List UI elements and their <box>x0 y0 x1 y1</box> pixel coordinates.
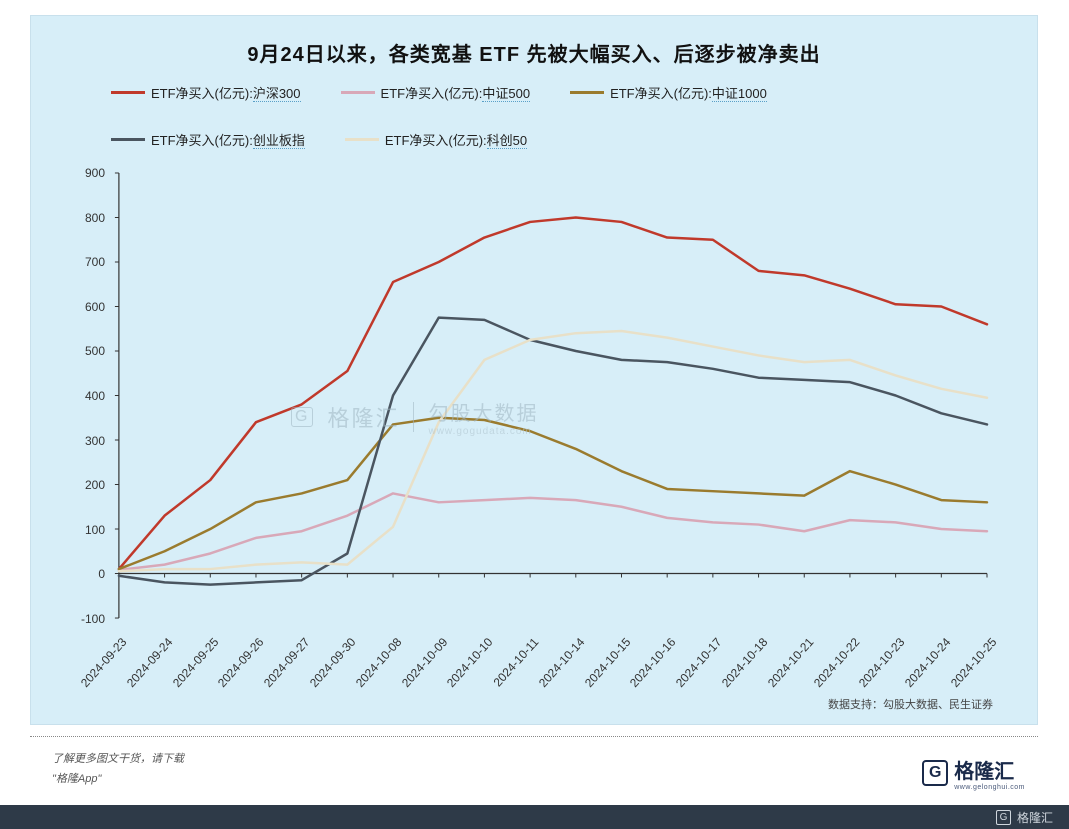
x-tick-label: 2024-10-08 <box>353 635 404 690</box>
footer-logo-url: www.gelonghui.com <box>954 784 1025 791</box>
legend: ETF净买入(亿元):沪深300 ETF净买入(亿元):中证500 ETF净买入(亿… <box>31 77 1037 159</box>
x-tick-label: 2024-10-10 <box>444 635 495 690</box>
x-tick-label: 2024-10-11 <box>491 635 542 689</box>
footer-note-line2: "格隆App" <box>52 770 184 790</box>
x-tick-label: 2024-10-09 <box>398 635 449 690</box>
x-axis-labels: 2024-09-232024-09-242024-09-252024-09-26… <box>71 629 997 749</box>
x-tick-label: 2024-09-27 <box>261 635 312 690</box>
y-tick-label: 200 <box>85 478 105 492</box>
x-tick-label: 2024-10-15 <box>582 635 633 690</box>
legend-item: ETF净买入(亿元):沪深300 <box>111 83 301 102</box>
legend-swatch <box>345 138 379 141</box>
line-chart-svg <box>71 167 997 628</box>
legend-label: ETF净买入(亿元):中证1000 <box>610 83 767 102</box>
legend-item: ETF净买入(亿元):创业板指 <box>111 130 305 149</box>
bottom-brand-bar: G 格隆汇 <box>0 805 1069 829</box>
x-tick-label: 2024-10-24 <box>902 635 953 690</box>
legend-label: ETF净买入(亿元):沪深300 <box>151 83 301 102</box>
legend-item: ETF净买入(亿元):科创50 <box>345 130 527 149</box>
y-tick-label: 700 <box>85 255 105 269</box>
footer-note-line1: 了解更多图文干货，请下载 <box>52 750 184 770</box>
x-tick-label: 2024-10-25 <box>948 635 999 690</box>
y-tick-label: 300 <box>85 434 105 448</box>
x-tick-label: 2024-10-18 <box>719 635 770 690</box>
data-source: 数据支持：勾股大数据、民生证券 <box>828 696 993 712</box>
x-tick-label: 2024-10-16 <box>627 635 678 690</box>
y-tick-label: -100 <box>81 612 105 626</box>
legend-swatch <box>111 138 145 141</box>
x-tick-label: 2024-10-22 <box>811 635 862 690</box>
y-tick-label: 100 <box>85 523 105 537</box>
x-tick-label: 2024-10-14 <box>536 635 587 690</box>
legend-swatch <box>341 91 375 94</box>
legend-item: ETF净买入(亿元):中证500 <box>341 83 531 102</box>
y-tick-label: 600 <box>85 300 105 314</box>
x-tick-label: 2024-09-30 <box>307 635 358 690</box>
footer-logo: G 格隆汇 www.gelonghui.com <box>922 755 1025 791</box>
y-tick-label: 500 <box>85 344 105 358</box>
plot-area: -1000100200300400500600700800900 2024-09… <box>71 167 997 629</box>
x-tick-label: 2024-10-17 <box>673 635 724 690</box>
logo-glyph: G <box>922 760 948 786</box>
y-tick-label: 0 <box>98 567 105 581</box>
legend-swatch <box>111 91 145 94</box>
legend-item: ETF净买入(亿元):中证1000 <box>570 83 767 102</box>
x-tick-label: 2024-09-25 <box>169 635 220 690</box>
y-tick-label: 400 <box>85 389 105 403</box>
y-tick-label: 800 <box>85 211 105 225</box>
bottom-logo-glyph: G <box>996 810 1011 825</box>
x-tick-label: 2024-10-21 <box>765 635 816 690</box>
y-axis-labels: -100 0 100 200 300 400 500 600 700 800 900 <box>67 167 111 629</box>
chart-title: 9月24日以来，各类宽基 ETF 先被大幅买入、后逐步被净卖出 <box>31 16 1037 77</box>
x-tick-label: 2024-09-26 <box>215 635 266 690</box>
footer-note: 了解更多图文干货，请下载 "格隆App" <box>52 750 184 790</box>
legend-label: ETF净买入(亿元):创业板指 <box>151 130 305 149</box>
legend-swatch <box>570 91 604 94</box>
footer-logo-text: 格隆汇 <box>954 761 1014 783</box>
legend-label: ETF净买入(亿元):科创50 <box>385 130 527 149</box>
x-tick-label: 2024-09-23 <box>78 635 129 690</box>
y-tick-label: 900 <box>85 166 105 180</box>
x-tick-label: 2024-09-24 <box>124 635 175 690</box>
legend-label: ETF净买入(亿元):中证500 <box>381 83 531 102</box>
bottom-brand-text: 格隆汇 <box>1017 809 1053 826</box>
chart-panel: 9月24日以来，各类宽基 ETF 先被大幅买入、后逐步被净卖出 ETF净买入(亿… <box>30 15 1038 725</box>
x-tick-label: 2024-10-23 <box>856 635 907 690</box>
footer-divider <box>30 736 1038 737</box>
